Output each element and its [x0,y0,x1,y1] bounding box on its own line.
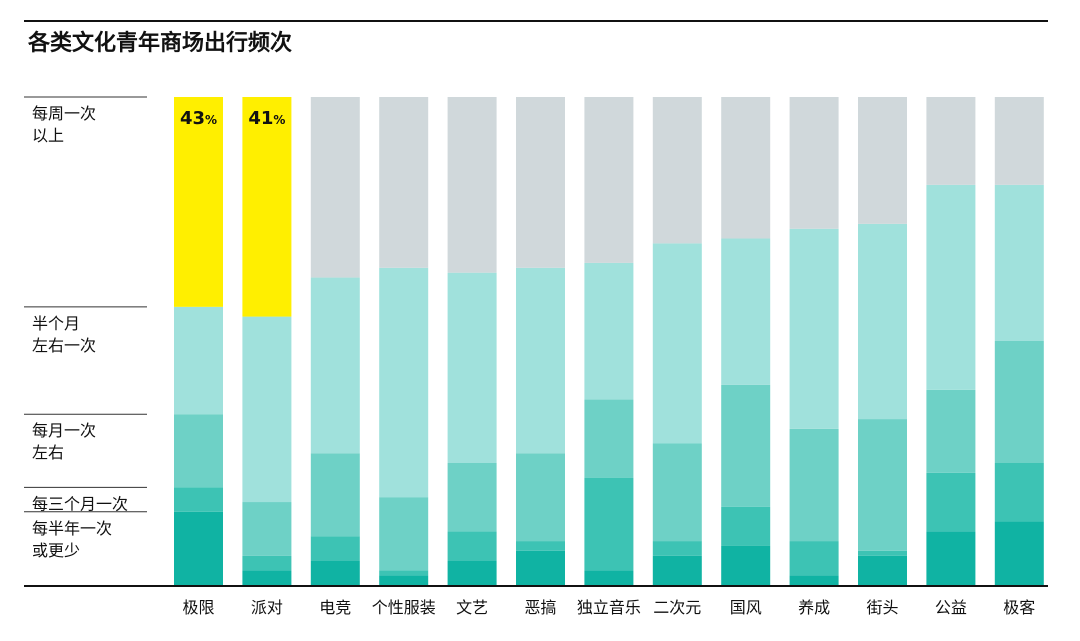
level-label: 每半年一次 [32,519,112,538]
data-label: 43% [180,108,217,129]
bar-segment [858,550,907,556]
bar-segment [174,97,223,307]
bar-segment [379,267,429,498]
bar-segment [652,243,702,444]
bar-segment [926,472,976,532]
bar-segment [789,541,839,576]
bar-segment [858,223,907,420]
bar-segment [721,545,771,585]
bar-segment [858,419,907,551]
bar-segment [584,262,634,400]
bar-segment [447,463,497,532]
category-label: 电竞 [319,598,351,617]
category-label: 公益 [935,598,967,617]
bar-segment [926,97,976,185]
bar-segment [447,560,497,585]
category-label: 极客 [1003,598,1035,617]
bar-segment [789,428,839,542]
category-label: 养成 [798,598,830,617]
bar-segment [242,570,292,585]
bar-segment [789,228,839,429]
level-label: 以上 [32,126,64,145]
bar-segment [174,414,223,488]
bar-segment [516,267,565,454]
bar-segment [994,341,1044,463]
bar-segment [516,453,565,542]
bar-segment [310,560,360,585]
bar-segment [174,306,223,415]
level-label: 每月一次 [32,421,96,440]
bar-segment [652,555,702,585]
bar-segment [926,184,976,390]
bar-segment [926,531,976,585]
bar-segment [721,238,771,385]
bar-segment [584,399,634,478]
bars: 43% 41% [174,97,1044,585]
bar-segment [858,555,907,585]
bar-segment [379,497,429,571]
bar-segment [994,184,1044,341]
bar-segment [789,575,839,585]
category-labels: 极限 派对 电竞 个性服装 文艺 恶搞 独立音乐 二次元 国风 养成 街头 公益 极客 [182,598,1035,617]
chart-title: 各类文化青年商场出行频次 [27,30,292,56]
data-label: 41% [248,108,285,129]
category-label: 国风 [730,598,762,617]
bar-segment [242,555,292,571]
bar-segment [516,541,565,551]
bar-segment [379,570,429,576]
bar-segment [721,97,771,239]
category-label: 恶搞 [524,598,556,617]
bar-segment [994,97,1044,185]
bar-segment [242,502,292,556]
level-label: 每周一次 [32,104,96,123]
bar-segment [447,97,497,273]
bar-segment [310,536,360,561]
level-label: 左右 [32,443,64,462]
level-label: 半个月 [32,314,80,333]
level-label: 每三个月一次 [32,494,128,513]
category-label: 极限 [182,598,214,617]
bar-segment [584,97,634,263]
bar-segment [379,97,429,268]
bar-segment [447,272,497,463]
bar-segment [584,570,634,585]
bar-segment [858,97,907,224]
category-label: 街头 [866,598,898,617]
bar-segment [652,97,702,244]
bar-segment [310,453,360,537]
bar-segment [994,521,1044,585]
bar-segment [652,541,702,556]
bar-segment [447,531,497,561]
category-label: 文艺 [456,598,488,617]
bar-segment [926,389,976,473]
bar-segment [789,97,839,229]
bar-segment [652,443,702,542]
category-label: 二次元 [653,598,701,617]
category-label: 个性服装 [372,598,436,617]
bar-segment [721,384,771,507]
bar-segment [174,511,223,585]
category-label: 独立音乐 [577,598,641,617]
bar-segment [379,575,429,585]
bar-segment [584,477,634,571]
level-label: 或更少 [32,541,80,560]
bar-segment [242,316,292,503]
bar-segment [310,97,360,278]
bar-segment [516,97,565,268]
bar-segment [310,277,360,454]
bar-segment [994,463,1044,522]
bar-segment [174,487,223,512]
category-label: 派对 [251,598,283,617]
bar-segment [242,97,292,317]
level-label: 左右一次 [32,336,96,355]
bar-segment [516,550,565,585]
bar-segment [721,506,771,546]
